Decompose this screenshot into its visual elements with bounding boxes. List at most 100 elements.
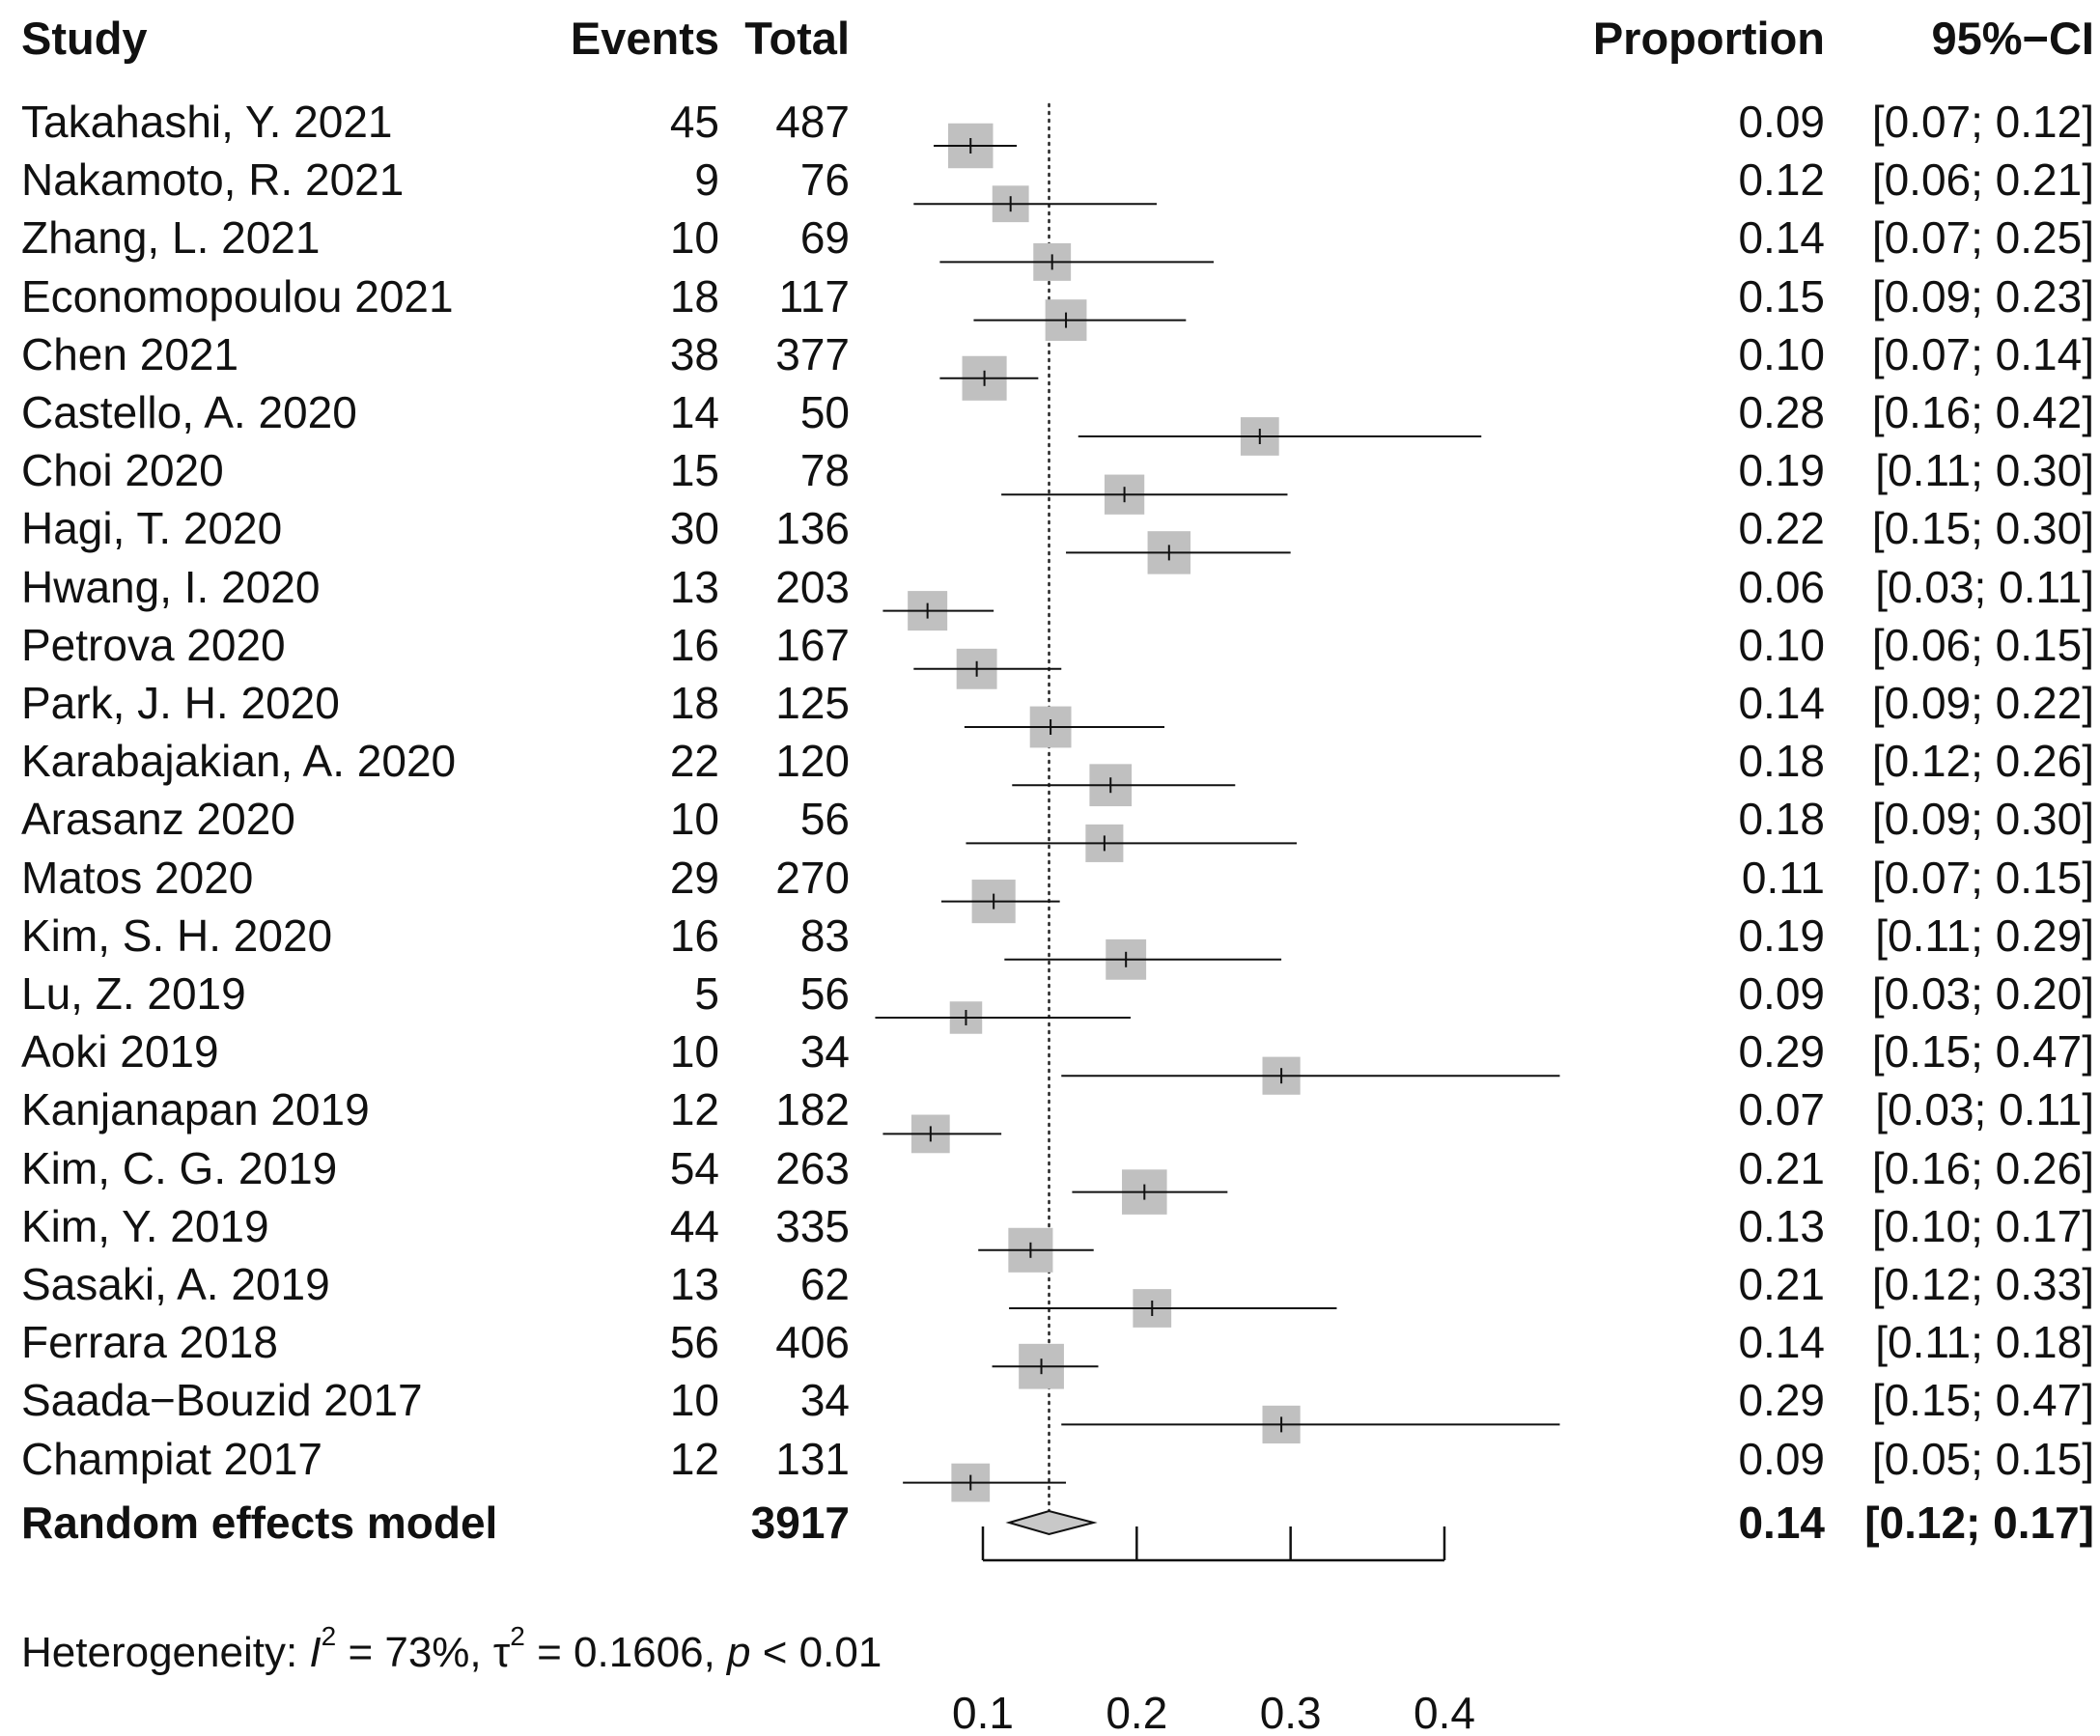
study-ci: [0.11; 0.30] — [1875, 445, 2094, 496]
study-proportion: 0.19 — [1738, 910, 1825, 961]
study-name: Lu, Z. 2019 — [21, 968, 246, 1019]
summary-label: Random effects model — [21, 1498, 498, 1548]
study-row: Nakamoto, R. 2021 9 76 0.12 [0.06; 0.21] — [0, 151, 2100, 209]
study-ci: [0.12; 0.26] — [1871, 736, 2094, 787]
study-ci: [0.11; 0.18] — [1875, 1317, 2094, 1368]
study-row: Takahashi, Y. 2021 45 487 0.09 [0.07; 0.12] — [0, 93, 2100, 151]
study-events: 10 — [669, 794, 719, 845]
study-proportion: 0.09 — [1738, 97, 1825, 147]
study-ci: [0.15; 0.47] — [1871, 1375, 2094, 1426]
study-proportion: 0.29 — [1738, 1026, 1825, 1078]
study-row: Hagi, T. 2020 30 136 0.22 [0.15; 0.30] — [0, 499, 2100, 557]
study-row: Arasanz 2020 10 56 0.18 [0.09; 0.30] — [0, 790, 2100, 848]
study-row: Choi 2020 15 78 0.19 [0.11; 0.30] — [0, 441, 2100, 499]
study-ci: [0.16; 0.42] — [1871, 387, 2094, 437]
x-tick-label: 0.4 — [1414, 1688, 1475, 1736]
study-events: 44 — [669, 1200, 719, 1251]
study-proportion: 0.14 — [1738, 212, 1825, 264]
study-proportion: 0.09 — [1738, 1433, 1825, 1484]
study-name: Zhang, L. 2021 — [21, 212, 321, 264]
x-tick-label: 0.3 — [1260, 1688, 1322, 1736]
study-name: Karabajakian, A. 2020 — [21, 736, 457, 787]
study-ci: [0.05; 0.15] — [1871, 1433, 2094, 1484]
study-total: 50 — [799, 387, 850, 437]
study-proportion: 0.13 — [1738, 1200, 1825, 1251]
study-name: Aoki 2019 — [21, 1026, 219, 1078]
study-ci: [0.03; 0.11] — [1875, 1084, 2094, 1135]
study-proportion: 0.28 — [1738, 387, 1825, 437]
study-proportion: 0.22 — [1738, 503, 1825, 554]
study-proportion: 0.29 — [1738, 1375, 1825, 1426]
study-total: 34 — [799, 1026, 850, 1078]
study-events: 9 — [694, 154, 719, 206]
study-events: 18 — [669, 270, 719, 322]
study-row: Lu, Z. 2019 5 56 0.09 [0.03; 0.20] — [0, 965, 2100, 1022]
header-total: Total — [744, 13, 850, 64]
summary-row: Random effects model 3917 0.14 [0.12; 0.… — [0, 1494, 2100, 1552]
study-events: 12 — [669, 1433, 719, 1484]
header-ci: 95%−CI — [1931, 13, 2094, 64]
study-proportion: 0.18 — [1738, 736, 1825, 787]
study-total: 56 — [799, 794, 850, 845]
study-ci: [0.07; 0.15] — [1871, 852, 2094, 903]
study-events: 15 — [669, 445, 719, 496]
study-events: 38 — [669, 328, 719, 379]
study-total: 136 — [775, 503, 850, 554]
study-row: Karabajakian, A. 2020 22 120 0.18 [0.12; 0.2… — [0, 732, 2100, 790]
study-row: Economopoulou 2021 18 117 0.15 [0.09; 0.23] — [0, 267, 2100, 325]
study-events: 10 — [669, 212, 719, 264]
study-total: 117 — [778, 270, 850, 322]
header-study: Study — [21, 13, 148, 64]
study-proportion: 0.19 — [1738, 445, 1825, 496]
study-name: Kim, Y. 2019 — [21, 1200, 269, 1251]
study-total: 270 — [775, 852, 850, 903]
study-row: Sasaki, A. 2019 13 62 0.21 [0.12; 0.33] — [0, 1255, 2100, 1313]
study-events: 56 — [669, 1317, 719, 1368]
study-events: 54 — [669, 1142, 719, 1193]
study-events: 14 — [669, 387, 719, 437]
study-events: 13 — [669, 561, 719, 612]
study-events: 16 — [669, 619, 719, 670]
header-proportion: Proportion — [1592, 13, 1825, 64]
study-name: Kanjanapan 2019 — [21, 1084, 370, 1135]
study-events: 13 — [669, 1259, 719, 1309]
summary-total: 3917 — [750, 1498, 850, 1548]
study-events: 29 — [669, 852, 719, 903]
study-row: Hwang, I. 2020 13 203 0.06 [0.03; 0.11] — [0, 558, 2100, 616]
study-ci: [0.07; 0.25] — [1871, 212, 2094, 264]
study-row: Matos 2020 29 270 0.11 [0.07; 0.15] — [0, 849, 2100, 907]
study-events: 18 — [669, 678, 719, 728]
study-proportion: 0.15 — [1738, 270, 1825, 322]
header-events: Events — [570, 13, 719, 64]
study-ci: [0.07; 0.12] — [1871, 97, 2094, 147]
study-name: Petrova 2020 — [21, 619, 286, 670]
summary-proportion: 0.14 — [1738, 1498, 1825, 1548]
study-row: Petrova 2020 16 167 0.10 [0.06; 0.15] — [0, 616, 2100, 674]
study-total: 56 — [799, 968, 850, 1019]
study-total: 377 — [775, 328, 850, 379]
study-events: 22 — [669, 736, 719, 787]
heterogeneity-text: Heterogeneity: I2 = 73%, τ2 = 0.1606, p … — [21, 1621, 882, 1677]
study-total: 263 — [775, 1142, 850, 1193]
study-total: 69 — [799, 212, 850, 264]
study-row: Kim, Y. 2019 44 335 0.13 [0.10; 0.17] — [0, 1197, 2100, 1255]
study-proportion: 0.10 — [1738, 619, 1825, 670]
study-ci: [0.15; 0.47] — [1871, 1026, 2094, 1078]
study-name: Ferrara 2018 — [21, 1317, 278, 1368]
study-name: Arasanz 2020 — [21, 794, 295, 845]
study-total: 78 — [799, 445, 850, 496]
study-name: Matos 2020 — [21, 852, 254, 903]
study-name: Champiat 2017 — [21, 1433, 322, 1484]
study-ci: [0.16; 0.26] — [1871, 1142, 2094, 1193]
study-proportion: 0.06 — [1738, 561, 1825, 612]
study-ci: [0.12; 0.33] — [1871, 1259, 2094, 1309]
study-events: 12 — [669, 1084, 719, 1135]
study-total: 131 — [775, 1433, 850, 1484]
study-name: Saada−Bouzid 2017 — [21, 1375, 423, 1426]
study-ci: [0.09; 0.22] — [1871, 678, 2094, 728]
study-ci: [0.11; 0.29] — [1875, 910, 2094, 961]
study-events: 30 — [669, 503, 719, 554]
study-row: Ferrara 2018 56 406 0.14 [0.11; 0.18] — [0, 1313, 2100, 1371]
